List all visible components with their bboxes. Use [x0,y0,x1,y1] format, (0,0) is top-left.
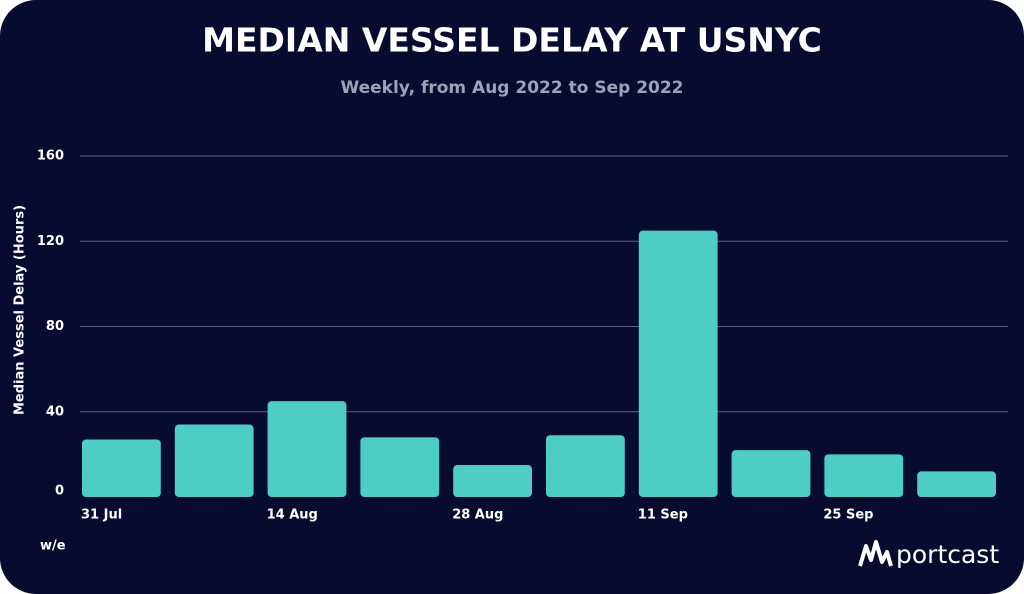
bar [267,401,347,497]
bar [917,471,996,497]
brand-logo: portcast [858,540,999,569]
brand-name: portcast [896,540,999,569]
chart-subtitle: Weekly, from Aug 2022 to Sep 2022 [340,78,683,98]
y-tick-label: 160 [37,149,64,164]
y-tick-label: 120 [37,234,64,249]
logo-mark [858,540,893,567]
y-tick-label: 80 [46,319,64,334]
bar [174,424,254,497]
y-axis-label: Median Vessel Delay (Hours) [13,205,28,415]
x-axis-label: w/e [40,539,66,554]
y-tick-label: 0 [55,484,64,499]
x-tick-label: 28 Aug [452,508,503,523]
chart-title: MEDIAN VESSEL DELAY AT USNYC [202,21,822,60]
bar [82,439,161,497]
bar [453,465,532,497]
x-tick-label: 31 Jul [81,508,122,523]
x-tick-label: 11 Sep [638,508,688,523]
x-tick-label: 25 Sep [823,508,873,523]
bar [824,454,904,497]
y-tick-label: 40 [46,404,64,419]
x-tick-label: 14 Aug [267,508,318,523]
bar [546,435,625,497]
bar [731,450,811,497]
bar [638,230,718,497]
bar [360,437,440,497]
